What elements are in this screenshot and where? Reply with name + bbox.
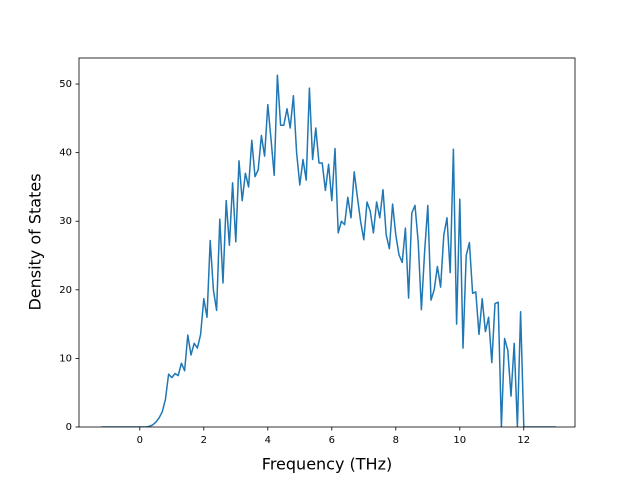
plot-frame [78, 57, 576, 428]
y-tick-label: 20 [59, 285, 72, 296]
y-axis-label: Density of States [26, 173, 45, 310]
x-tick-label: 4 [265, 435, 271, 446]
y-tick-label: 50 [59, 79, 72, 90]
y-tick-label: 10 [59, 353, 72, 364]
x-tick-label: 12 [517, 435, 530, 446]
x-tick-label: 6 [329, 435, 335, 446]
y-tick-label: 40 [59, 148, 72, 159]
x-tick-label: 2 [201, 435, 207, 446]
data-line [101, 74, 556, 427]
y-tick-label: 0 [66, 422, 72, 433]
x-tick-label: 0 [137, 435, 143, 446]
x-tick-label: 10 [453, 435, 466, 446]
x-tick-label: 8 [393, 435, 399, 446]
y-tick-label: 30 [59, 216, 72, 227]
x-axis-label: Frequency (THz) [262, 455, 392, 474]
